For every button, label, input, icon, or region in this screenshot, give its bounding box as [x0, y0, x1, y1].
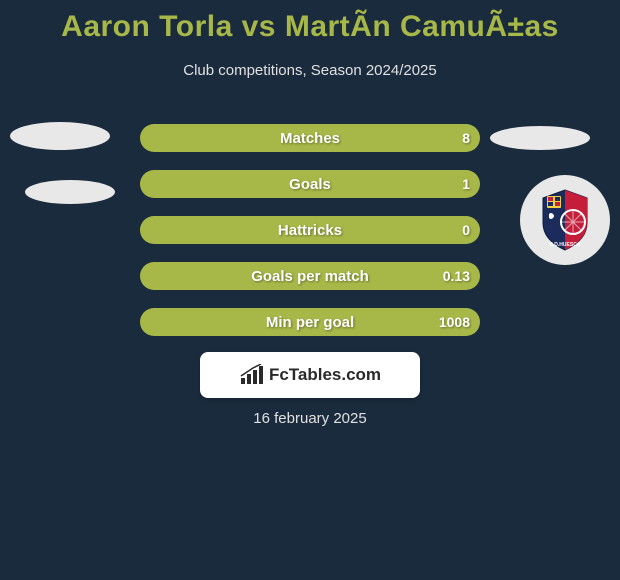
brand-text: FcTables.com	[269, 365, 381, 385]
stat-label: Hattricks	[140, 222, 480, 239]
report-date: 16 february 2025	[0, 410, 620, 427]
stat-value: 1	[462, 176, 470, 192]
stat-value: 1008	[439, 314, 470, 330]
svg-text:S.D.HUESCA: S.D.HUESCA	[550, 242, 581, 248]
stat-value: 0	[462, 222, 470, 238]
stat-label: Goals per match	[140, 268, 480, 285]
stat-value: 8	[462, 130, 470, 146]
stat-bar-min-per-goal: Min per goal 1008	[140, 308, 480, 336]
right-player-ellipse	[490, 126, 590, 150]
stat-bar-goals-per-match: Goals per match 0.13	[140, 262, 480, 290]
stat-label: Goals	[140, 176, 480, 193]
stat-value: 0.13	[443, 268, 470, 284]
chart-icon	[239, 364, 265, 386]
comparison-title: Aaron Torla vs MartÃ­n CamuÃ±as	[0, 0, 620, 44]
brand-box[interactable]: FcTables.com	[200, 352, 420, 398]
club-badge: S.D.HUESCA	[520, 175, 610, 265]
stat-bar-hattricks: Hattricks 0	[140, 216, 480, 244]
left-player-ellipse-1	[10, 122, 110, 150]
stat-label: Min per goal	[140, 314, 480, 331]
season-subtitle: Club competitions, Season 2024/2025	[0, 62, 620, 79]
stat-bar-goals: Goals 1	[140, 170, 480, 198]
huesca-crest-icon: S.D.HUESCA	[537, 188, 593, 252]
stat-bar-matches: Matches 8	[140, 124, 480, 152]
stat-label: Matches	[140, 130, 480, 147]
left-player-ellipse-2	[25, 180, 115, 204]
stats-bars: Matches 8 Goals 1 Hattricks 0 Goals per …	[140, 124, 480, 354]
